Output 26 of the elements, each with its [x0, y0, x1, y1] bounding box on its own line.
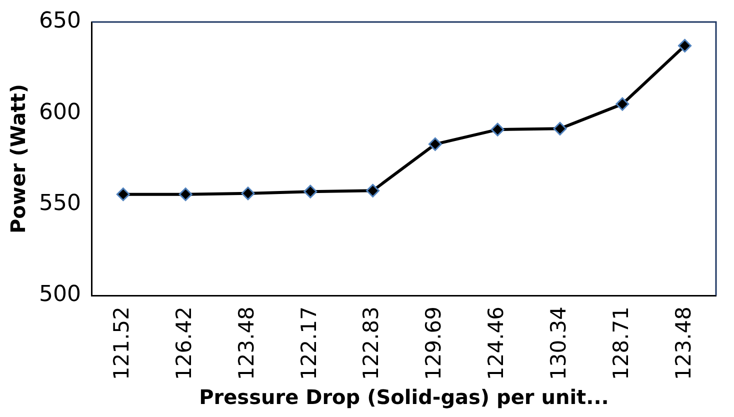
y-tick-label: 600	[38, 100, 81, 125]
point	[304, 184, 318, 198]
y-tick-label: 650	[38, 8, 81, 34]
point	[428, 137, 442, 151]
x-tick-label: 123.48	[234, 306, 258, 380]
y-tick-label: 550	[38, 191, 81, 216]
x-tick-label: 128.71	[608, 306, 633, 380]
point	[116, 188, 130, 202]
y-axis-title: Power (Watt)	[6, 84, 30, 234]
point	[490, 122, 504, 136]
x-tick-label: 124.46	[484, 306, 508, 380]
y-tick-label: 500	[38, 282, 81, 308]
x-tick-label: 129.69	[422, 306, 446, 380]
x-tick-label: 126.42	[172, 306, 196, 380]
x-tick-label: 122.17	[296, 306, 321, 380]
x-tick-label: 122.83	[359, 306, 384, 380]
point	[553, 122, 567, 136]
x-tick-label: 123.48	[671, 306, 696, 380]
point	[366, 184, 380, 198]
point	[241, 186, 255, 200]
point	[616, 97, 630, 111]
x-axis-title: Pressure Drop (Solid-gas) per unit...	[199, 385, 609, 410]
point	[178, 188, 192, 202]
point	[678, 38, 692, 52]
x-tick-label: 121.52	[110, 306, 134, 380]
x-tick-label: 130.34	[546, 306, 570, 380]
